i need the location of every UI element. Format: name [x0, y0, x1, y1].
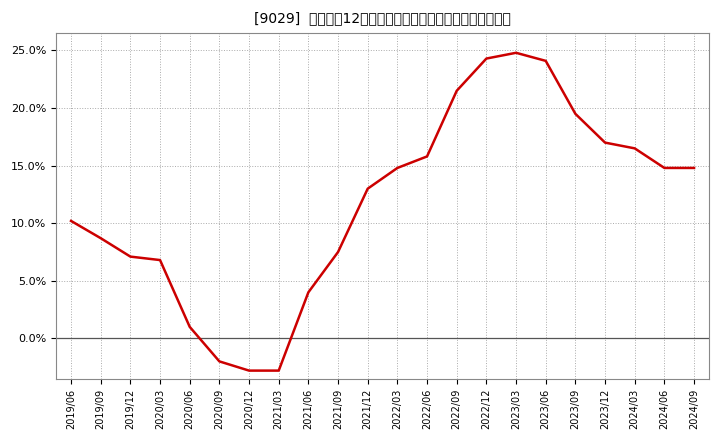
Title: [9029]  売上高の12か月移動合計の対前年同期増減率の推移: [9029] 売上高の12か月移動合計の対前年同期増減率の推移 [254, 11, 511, 25]
